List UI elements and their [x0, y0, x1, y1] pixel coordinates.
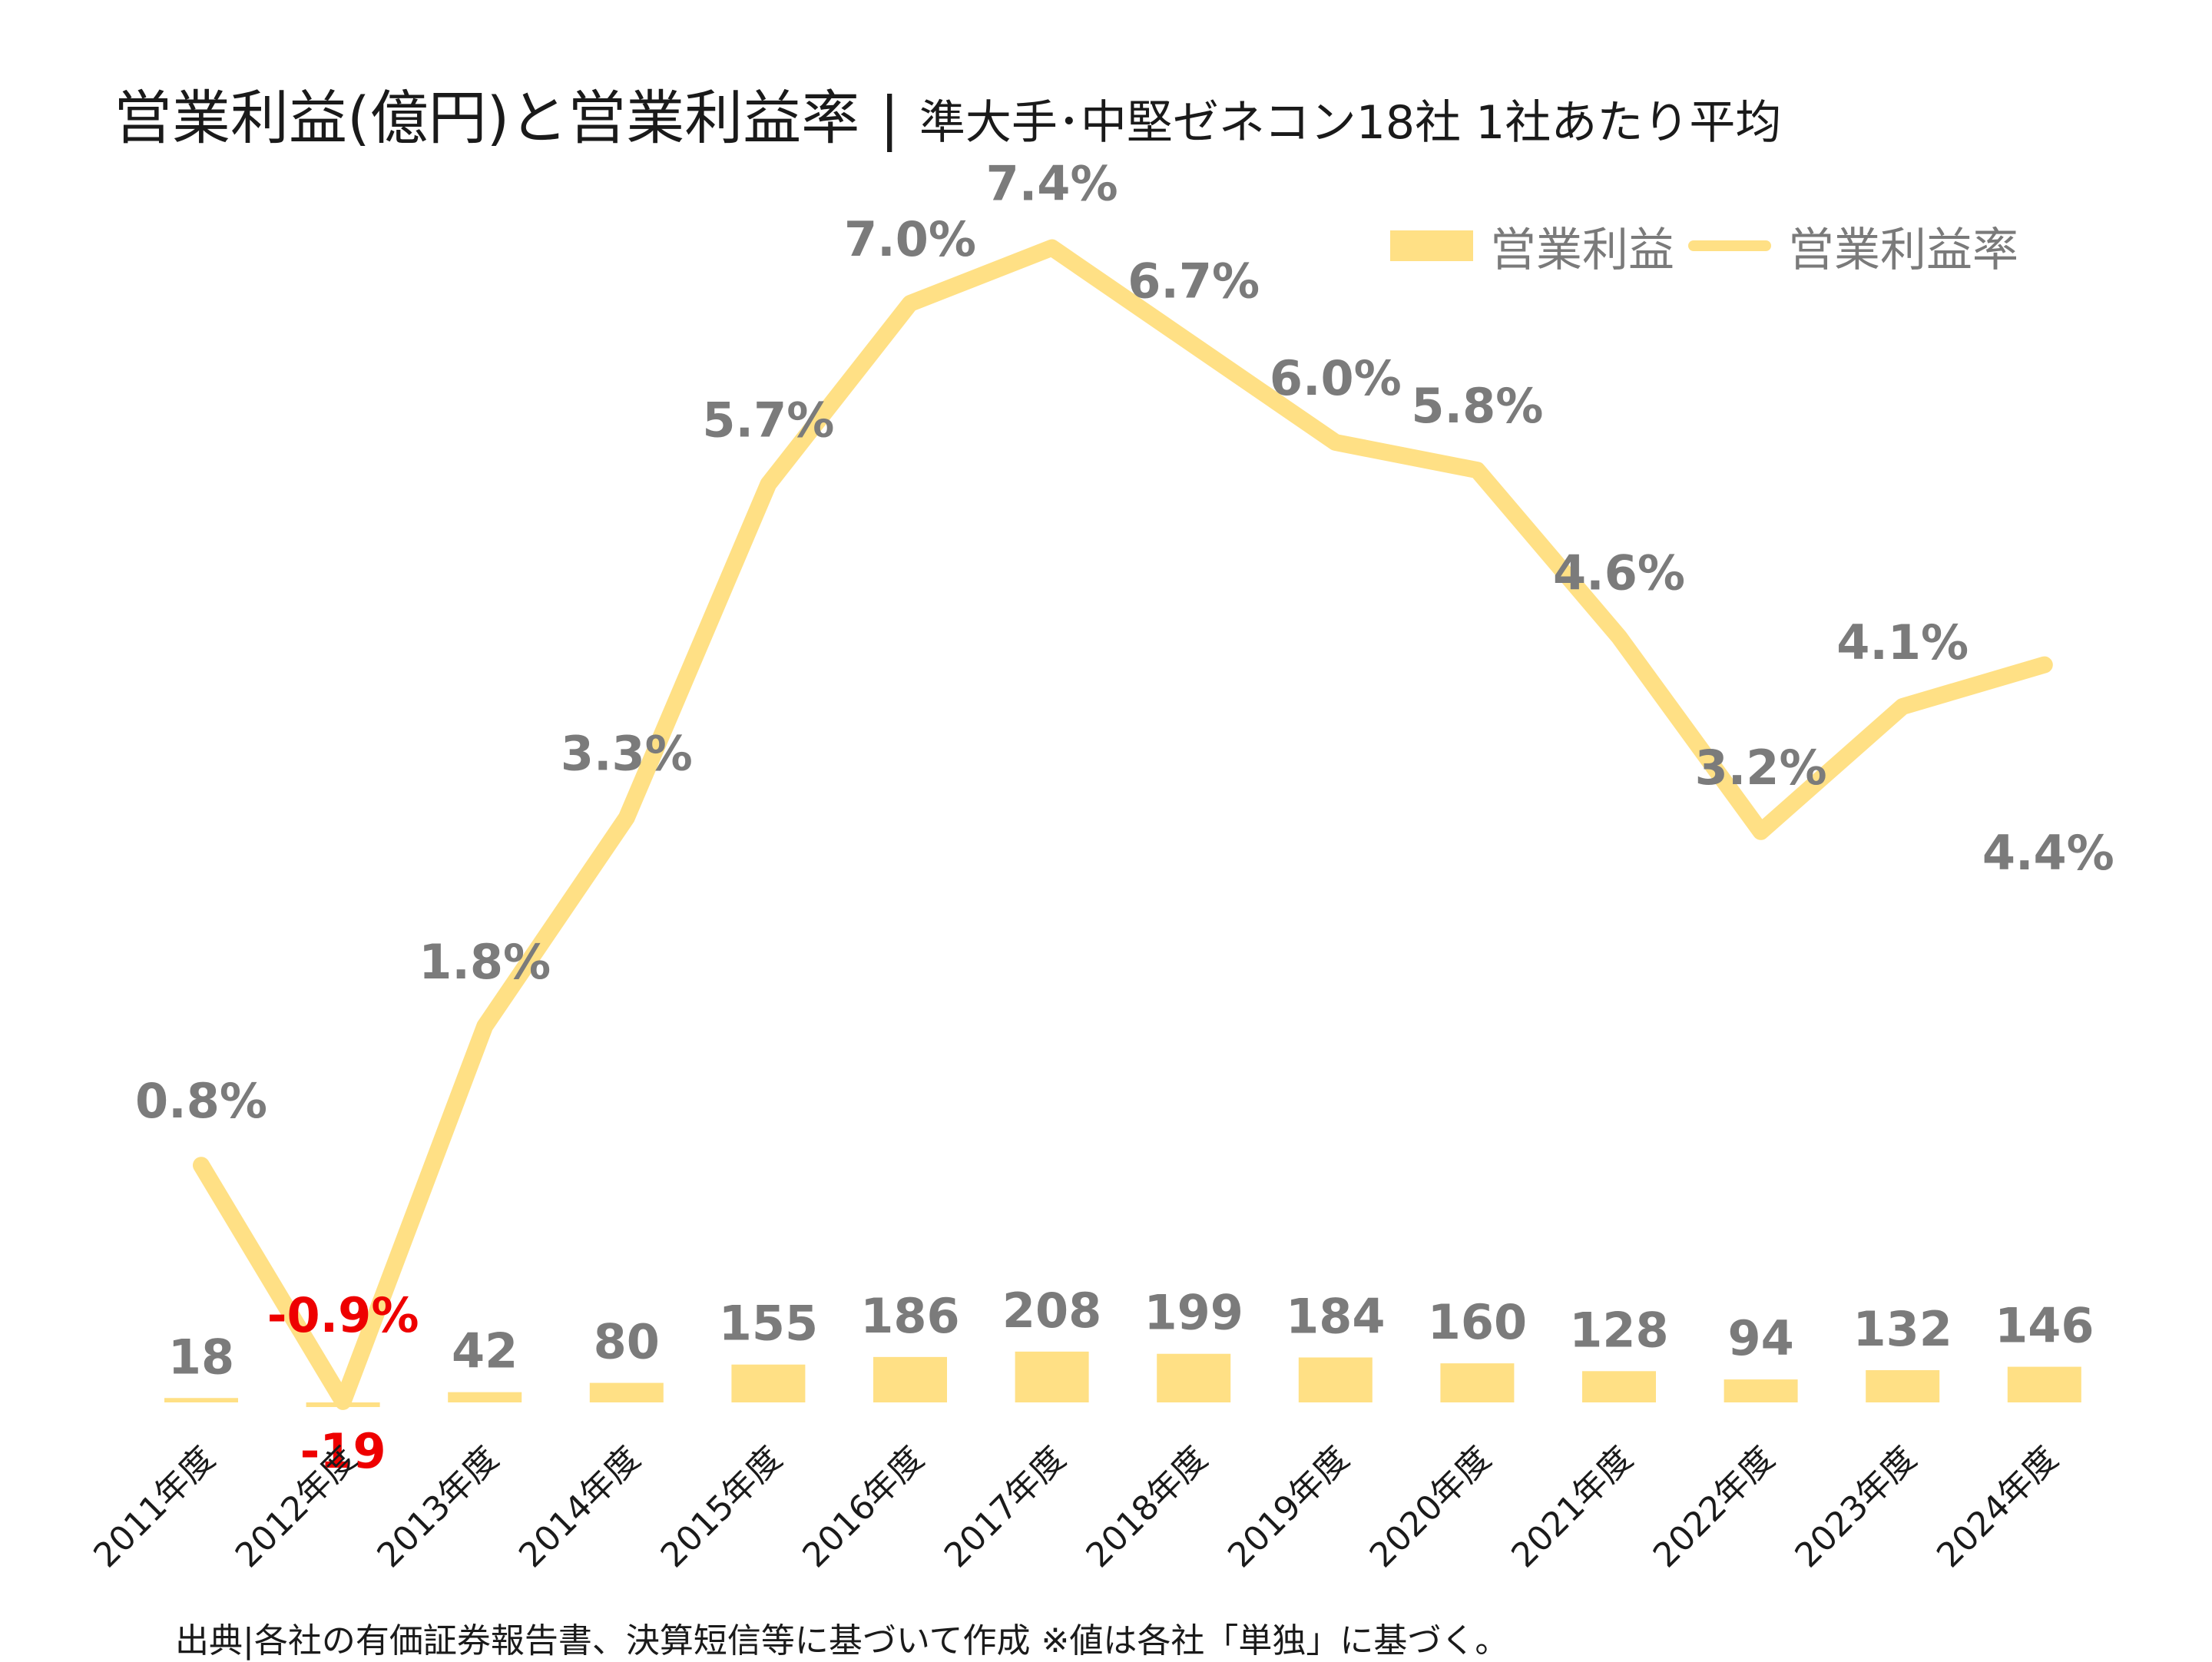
x-tick-label: 2012年度 — [228, 1439, 364, 1575]
legend-bar-swatch — [1390, 230, 1473, 261]
x-tick-label: 2022年度 — [1646, 1439, 1782, 1575]
bar-value-label: 146 — [1995, 1298, 2094, 1354]
bar-value-label: 18 — [168, 1329, 234, 1385]
bar-value-label: 184 — [1286, 1288, 1385, 1344]
rate-value-label: 3.3% — [561, 726, 693, 782]
bar — [1440, 1363, 1515, 1402]
bar — [1298, 1357, 1373, 1402]
x-tick-label: 2014年度 — [512, 1439, 647, 1575]
rate-value-label: 6.0% — [1270, 350, 1402, 406]
x-tick-label: 2020年度 — [1363, 1439, 1498, 1575]
bar-value-label: 186 — [860, 1288, 959, 1344]
title-main: 営業利益(億円)と営業利益率 — [114, 84, 860, 152]
bar-value-label: 94 — [1727, 1310, 1793, 1366]
rate-value-label: 1.8% — [419, 934, 551, 990]
rate-value-label: 7.0% — [844, 211, 976, 267]
bar-value-label: 42 — [452, 1323, 518, 1379]
x-tick-label: 2015年度 — [654, 1439, 790, 1575]
x-tick-label: 2024年度 — [1929, 1439, 2065, 1575]
legend: 営業利益 営業利益率 — [1390, 211, 2018, 280]
x-tick-label: 2017年度 — [937, 1439, 1073, 1575]
bar — [873, 1356, 947, 1402]
rate-value-label: 5.7% — [702, 392, 834, 448]
x-tick-label: 2018年度 — [1079, 1439, 1215, 1575]
source-note: 出典|各社の有価証券報告書、決算短信等に基づいて作成 ※値は各社「単独」に基づく… — [175, 1621, 1509, 1660]
bar — [448, 1392, 522, 1402]
bar-value-label: 132 — [1853, 1301, 1952, 1357]
rate-value-label: -0.9% — [267, 1287, 419, 1343]
legend-bar-label: 営業利益 — [1490, 223, 1674, 277]
x-tick-label: 2016年度 — [795, 1439, 931, 1575]
bar-value-label: 199 — [1144, 1285, 1243, 1341]
bar — [1015, 1351, 1089, 1402]
x-tick-label: 2019年度 — [1220, 1439, 1356, 1575]
bar — [1582, 1371, 1656, 1402]
title-separator: | — [879, 84, 899, 152]
rate-value-label: 5.8% — [1411, 378, 1543, 434]
legend-line-swatch — [1688, 240, 1771, 251]
bar — [2007, 1366, 2081, 1402]
title-subtitle: 準大手･中堅ゼネコン18社 1社あたり平均 — [919, 96, 1782, 150]
bar — [1724, 1379, 1798, 1402]
x-tick-label: 2013年度 — [370, 1439, 506, 1575]
rate-value-label: 3.2% — [1695, 740, 1827, 796]
bar-value-label: 208 — [1002, 1283, 1101, 1339]
bar-value-label: 155 — [719, 1296, 818, 1352]
rate-value-label: 4.1% — [1836, 614, 1969, 670]
rate-line — [193, 239, 2053, 1410]
rate-value-label: 0.8% — [135, 1073, 267, 1129]
x-tick-label: 2021年度 — [1504, 1439, 1640, 1575]
bar — [1157, 1353, 1231, 1402]
bar-value-label: 160 — [1428, 1294, 1527, 1350]
bar-value-label: 128 — [1569, 1302, 1668, 1358]
bar — [731, 1364, 806, 1402]
x-tick-label: 2023年度 — [1788, 1439, 1924, 1575]
legend-line-label: 営業利益率 — [1788, 223, 2018, 277]
bar-value-label: -19 — [300, 1423, 386, 1479]
bar-value-label: 80 — [594, 1314, 660, 1370]
rate-value-label: 4.4% — [1982, 825, 2114, 881]
x-tick-label: 2011年度 — [86, 1439, 222, 1575]
bar — [589, 1382, 664, 1402]
chart-title: 営業利益(億円)と営業利益率 | 準大手･中堅ゼネコン18社 1社あたり平均 — [114, 71, 1781, 155]
rate-value-label: 7.4% — [986, 156, 1118, 212]
rate-value-label: 6.7% — [1128, 253, 1260, 309]
rate-value-label: 4.6% — [1553, 545, 1685, 601]
bar — [164, 1398, 238, 1402]
bar — [1866, 1370, 1940, 1402]
